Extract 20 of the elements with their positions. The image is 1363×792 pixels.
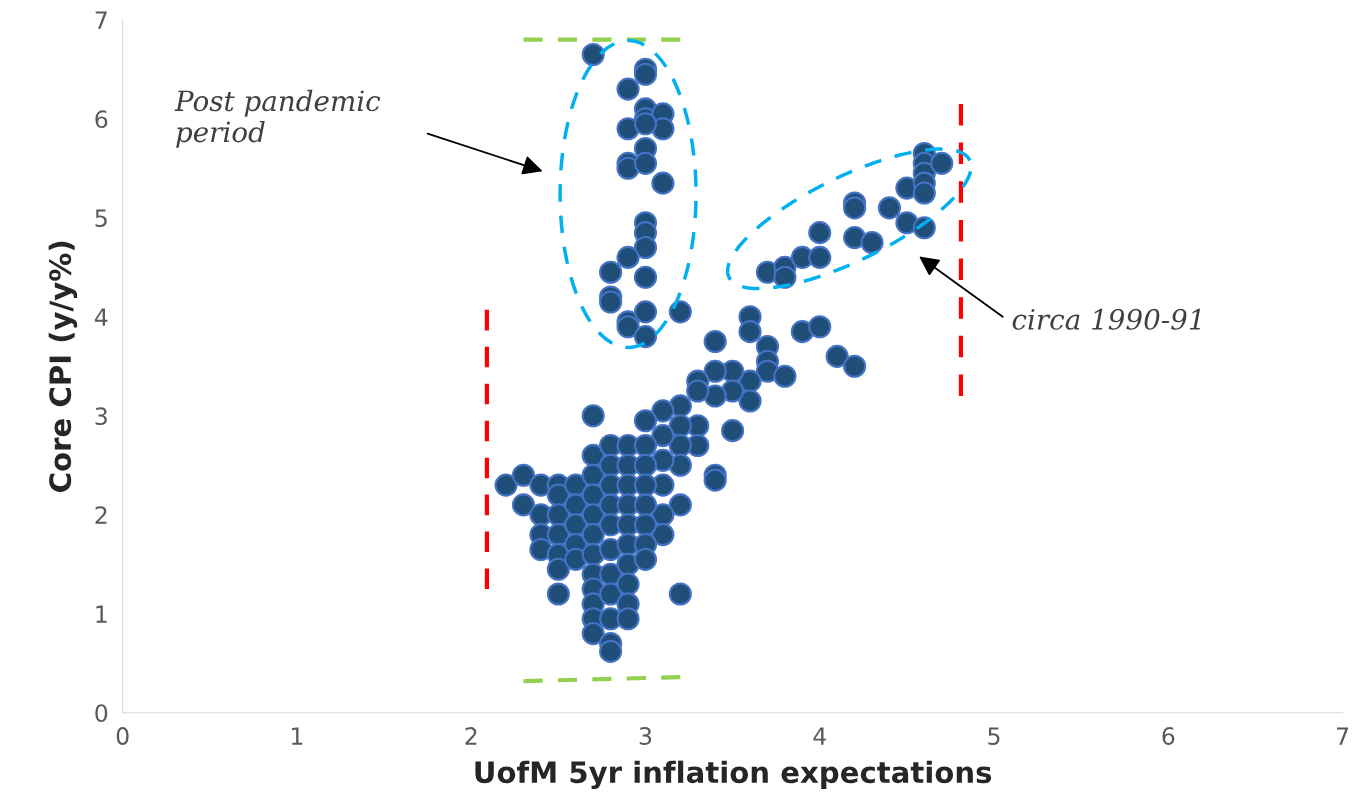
x-tick-label: 1	[292, 727, 303, 745]
x-tick-label: 5	[988, 727, 1000, 745]
x-axis-title: UofM 5yr inflation expectations	[475, 760, 992, 790]
x-tick-label: 6	[1162, 727, 1175, 745]
y-tick-label: 0	[95, 704, 108, 723]
y-tick-label: 5	[95, 209, 107, 228]
y-tick-label: 1	[96, 605, 107, 623]
annotation: circa 1990-91	[1012, 308, 1201, 330]
y-tick-label: 2	[95, 506, 107, 524]
x-tick-label: 3	[639, 727, 652, 745]
x-tick-label: 0	[116, 727, 129, 745]
y-tick-label: 6	[95, 110, 108, 129]
y-tick-label: 4	[94, 308, 108, 326]
x-tick-label: 2	[465, 727, 477, 745]
y-tick-label: 3	[95, 407, 107, 426]
annotation: Post pandemic period	[174, 89, 381, 148]
x-tick-label: 7	[1336, 727, 1349, 745]
y-axis-title: Core CPI (y/y%)	[48, 241, 78, 492]
x-tick-label: 4	[813, 727, 826, 745]
y-tick-label: 7	[95, 11, 107, 29]
